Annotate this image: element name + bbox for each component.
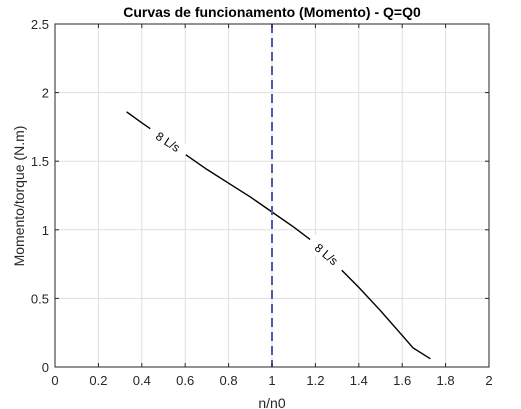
y-tick-label: 2.5 bbox=[31, 17, 49, 32]
x-tick-label: 0 bbox=[51, 373, 58, 388]
x-axis-label: n/n0 bbox=[258, 395, 285, 409]
x-tick-label: 0.8 bbox=[220, 373, 238, 388]
x-tick-label: 1.8 bbox=[437, 373, 455, 388]
curve-label-background bbox=[304, 234, 349, 275]
x-tick-label: 2 bbox=[485, 373, 492, 388]
y-tick-label: 1 bbox=[42, 223, 49, 238]
x-tick-label: 0.4 bbox=[133, 373, 151, 388]
x-tick-label: 1.6 bbox=[393, 373, 411, 388]
y-tick-label: 0 bbox=[42, 360, 49, 375]
chart-title: Curvas de funcionamento (Momento) - Q=Q0 bbox=[123, 4, 421, 20]
y-axis-label: Momento/torque (N.m) bbox=[11, 126, 27, 267]
x-tick-label: 1.4 bbox=[350, 373, 368, 388]
curve-labels: 8 L/s8 L/s bbox=[145, 123, 349, 275]
x-tick-label: 1 bbox=[268, 373, 275, 388]
y-tick-label: 2 bbox=[42, 86, 49, 101]
x-tick-label: 1.2 bbox=[306, 373, 324, 388]
x-tick-label: 0.6 bbox=[176, 373, 194, 388]
x-tick-label: 0.2 bbox=[89, 373, 107, 388]
y-tick-label: 0.5 bbox=[31, 291, 49, 306]
tick-labels: 0 0.2 0.4 0.6 0.8 1 1.2 1.4 1.6 1.8 2 0 0.5 1 1.5 2 2.5 bbox=[31, 17, 493, 388]
curve-label-background bbox=[145, 123, 191, 161]
y-tick-label: 1.5 bbox=[31, 154, 49, 169]
ticks bbox=[54, 23, 490, 368]
